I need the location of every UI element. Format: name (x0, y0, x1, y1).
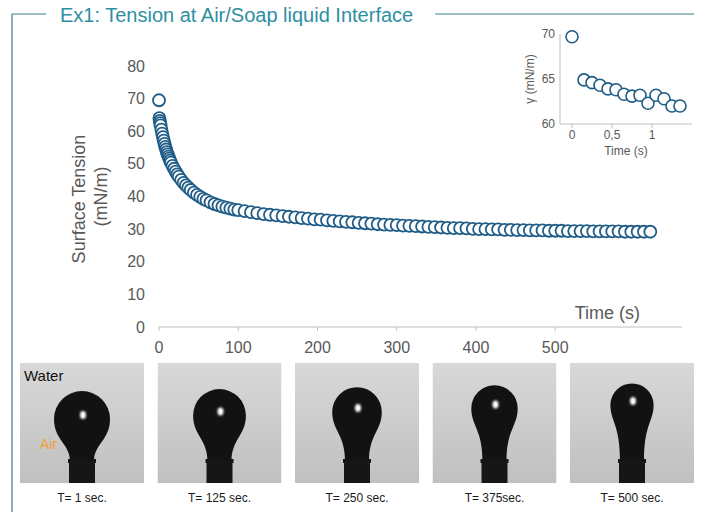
y-tick-label: 10 (127, 286, 145, 303)
needle (207, 461, 233, 483)
highlight (493, 401, 499, 409)
x-tick (555, 327, 556, 331)
droplet (610, 383, 653, 461)
markers (566, 31, 686, 112)
x-tick-label: 300 (383, 339, 410, 356)
droplet (193, 389, 246, 461)
y-tick-label: 20 (127, 253, 145, 270)
photo-label: Water (24, 367, 63, 384)
x-tick (396, 327, 397, 331)
frame-line (11, 14, 12, 512)
x-tick-label: 0,5 (604, 128, 621, 142)
droplet (471, 385, 517, 461)
needle (69, 461, 95, 483)
frame-line (12, 13, 46, 14)
photo-caption: T= 125 sec. (188, 491, 251, 505)
y-axis-title: Surface Tension (mN/m) (69, 130, 111, 264)
x-tick-label: 500 (542, 339, 569, 356)
photo (570, 363, 694, 483)
data-point (153, 94, 165, 106)
x-axis-line (159, 327, 682, 328)
data-point (566, 31, 578, 43)
inset-chart: 60 65 70 0 0,5 1Time (s) γ (mN/m) (523, 27, 692, 158)
y-axis-title: γ (mN/m) (523, 54, 537, 103)
photo-caption: T= 250 sec. (325, 491, 388, 505)
droplet (54, 391, 110, 461)
y-axis-line (560, 34, 561, 124)
main-chart: 010203040506070800100200300400500Time (s… (69, 58, 682, 356)
x-tick (238, 327, 239, 331)
y-tick-label: 40 (127, 188, 145, 205)
x-tick-label: 100 (225, 339, 252, 356)
x-tick (159, 327, 160, 331)
photo-label: Air (40, 436, 57, 452)
markers (153, 94, 656, 237)
needle (344, 461, 370, 483)
y-tick-label: 0 (136, 319, 145, 336)
y-tick-label: 60 (127, 123, 145, 140)
photo (295, 363, 419, 483)
photo-caption: T= 375sec. (465, 491, 525, 505)
y-tick-label: 50 (127, 155, 145, 172)
photo-caption: T= 500 sec. (600, 491, 663, 505)
x-tick-label: 1 (649, 128, 656, 142)
highlight (630, 397, 636, 405)
title: Ex1: Tension at Air/Soap liquid Interfac… (60, 4, 413, 26)
droplet (332, 387, 382, 461)
x-tick (317, 327, 318, 331)
photo (20, 363, 144, 483)
y-tick-label: 30 (127, 221, 145, 238)
x-tick (475, 327, 476, 331)
highlight (80, 411, 86, 419)
highlight (218, 408, 224, 416)
photo (433, 363, 557, 483)
x-tick-label: 200 (304, 339, 331, 356)
frame-line (435, 13, 694, 14)
needle (482, 461, 508, 483)
data-point (674, 100, 686, 112)
highlight (355, 404, 361, 412)
x-tick-label: 0 (155, 339, 164, 356)
figure: Ex1: Tension at Air/Soap liquid Interfac… (0, 0, 706, 521)
data-point (644, 226, 656, 238)
photo (158, 363, 282, 483)
x-axis-line (560, 124, 692, 125)
needle (619, 461, 645, 483)
y-tick-label: 80 (127, 58, 145, 75)
x-axis-title: Time (s) (604, 144, 648, 158)
x-tick-label: 0 (569, 128, 576, 142)
x-axis-title: Time (s) (575, 303, 640, 323)
y-tick-label: 70 (542, 27, 556, 41)
y-tick-label: 70 (127, 90, 145, 107)
y-tick-label: 65 (542, 72, 556, 86)
y-tick-label: 60 (542, 117, 556, 131)
photo-caption: T= 1 sec. (57, 491, 107, 505)
x-tick-label: 400 (463, 339, 490, 356)
